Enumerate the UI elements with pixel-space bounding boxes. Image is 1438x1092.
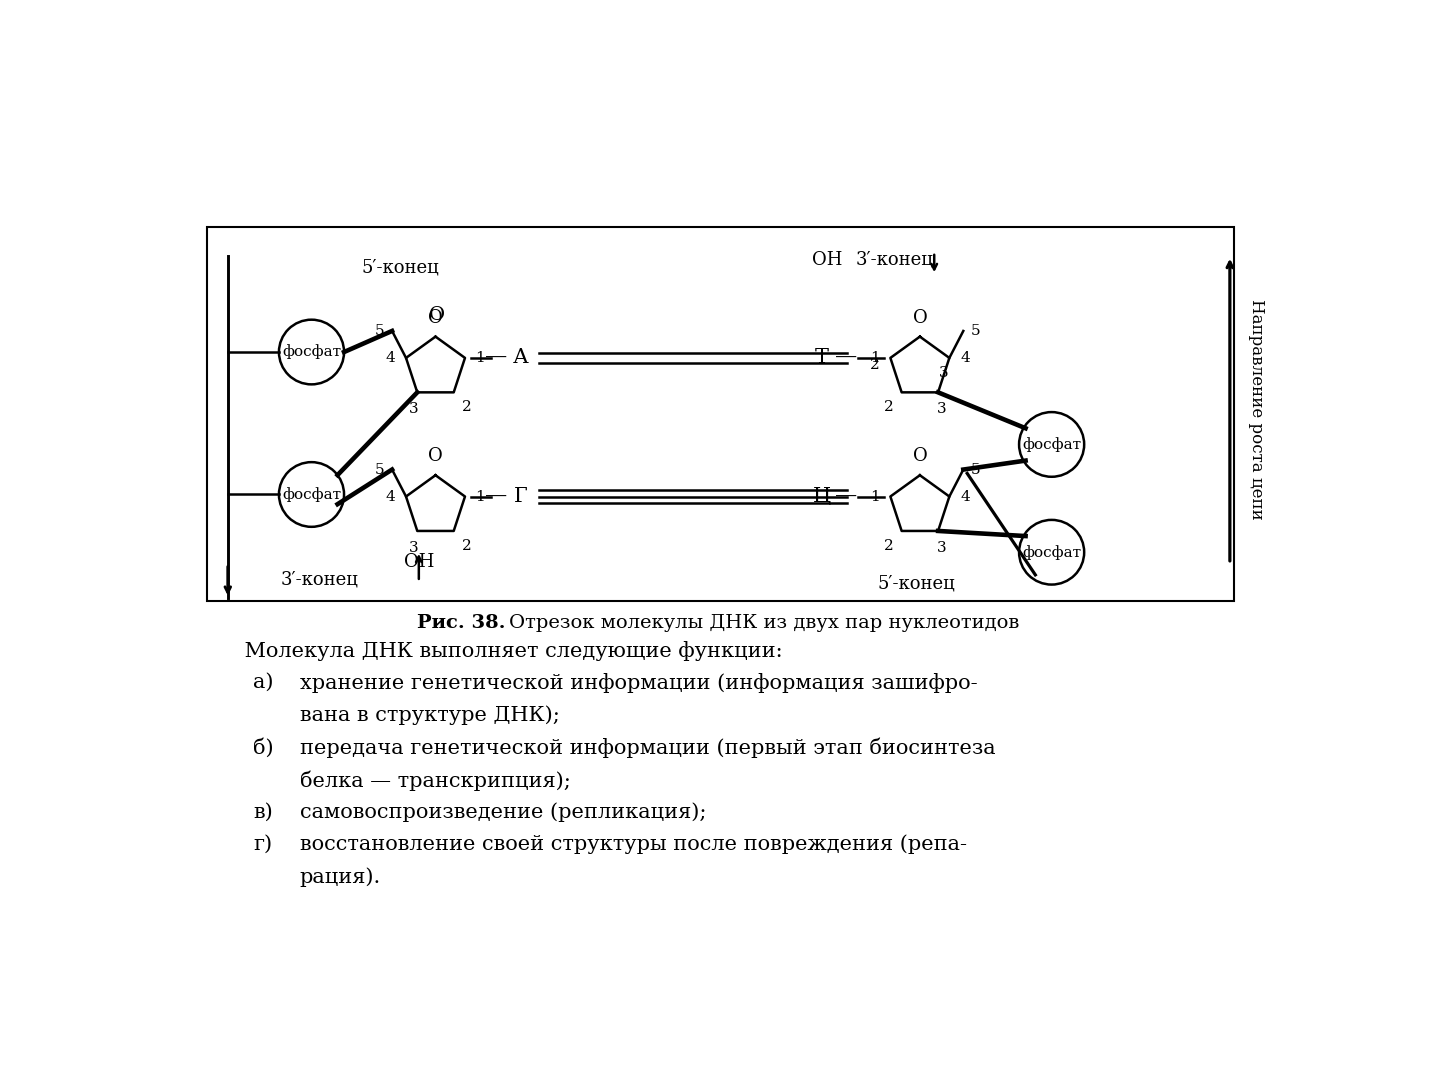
Text: 5: 5 [971, 324, 981, 337]
Text: 2: 2 [884, 538, 894, 553]
Text: г): г) [253, 834, 272, 854]
Text: а): а) [253, 673, 273, 692]
Text: рация).: рация). [301, 867, 381, 887]
Text: 3: 3 [938, 402, 946, 416]
Text: —: — [835, 347, 857, 369]
Text: ОН: ОН [811, 251, 843, 269]
Text: —: — [485, 347, 508, 369]
Text: 5: 5 [375, 324, 384, 337]
Text: фосфат: фосфат [1022, 545, 1081, 560]
Text: фосфат: фосфат [282, 345, 341, 359]
Text: 2: 2 [870, 358, 880, 372]
Text: 2: 2 [462, 538, 472, 553]
Text: 1: 1 [870, 489, 880, 503]
Text: O: O [429, 448, 443, 465]
Text: хранение генетической информации (информация зашифро-: хранение генетической информации (информ… [301, 673, 978, 693]
Text: в): в) [253, 803, 273, 821]
Text: 5: 5 [971, 463, 981, 476]
Text: А: А [513, 348, 529, 367]
Text: O: O [913, 448, 928, 465]
Text: 4: 4 [961, 351, 971, 365]
Text: б): б) [253, 738, 275, 758]
Bar [207, 227, 1234, 601]
Text: 4: 4 [385, 489, 395, 503]
Text: фосфат: фосфат [282, 487, 341, 502]
Text: 3′-конец: 3′-конец [280, 570, 358, 589]
Text: Рис. 38.: Рис. 38. [417, 614, 505, 632]
Text: 2: 2 [884, 400, 894, 414]
Text: 1: 1 [870, 351, 880, 365]
Text: восстановление своей структуры после повреждения (репа-: восстановление своей структуры после пов… [301, 834, 966, 855]
Text: вана в структуре ДНК);: вана в структуре ДНК); [301, 705, 559, 725]
Text: 3: 3 [939, 366, 948, 380]
Text: Молекула ДНК выполняет следующие функции:: Молекула ДНК выполняет следующие функции… [237, 641, 782, 661]
Text: 3′-конец: 3′-конец [856, 251, 933, 269]
Text: 1: 1 [475, 489, 485, 503]
Text: Т: Т [815, 348, 830, 367]
Text: —: — [835, 486, 857, 508]
Text: 4: 4 [961, 489, 971, 503]
Text: фосфат: фосфат [1022, 437, 1081, 452]
Text: 3: 3 [408, 402, 418, 416]
Text: передача генетической информации (первый этап биосинтеза: передача генетической информации (первый… [301, 738, 995, 758]
Text: Ц: Ц [812, 487, 831, 506]
Text: O: O [429, 307, 446, 324]
Text: 3: 3 [938, 541, 946, 555]
Text: 3: 3 [408, 541, 418, 555]
Text: ОН: ОН [404, 553, 434, 570]
Text: Направление роста цепи: Направление роста цепи [1248, 299, 1265, 520]
Text: самовоспроизведение (репликация);: самовоспроизведение (репликация); [301, 803, 706, 822]
Text: Г: Г [513, 487, 528, 506]
Text: 5′-конец: 5′-конец [877, 574, 955, 592]
Text: O: O [429, 309, 443, 327]
Text: белка — транскрипция);: белка — транскрипция); [301, 770, 571, 791]
Text: —: — [485, 486, 508, 508]
Text: 2: 2 [462, 400, 472, 414]
Text: 5′-конец: 5′-конец [362, 259, 440, 276]
Text: O: O [913, 309, 928, 327]
Text: 4: 4 [385, 351, 395, 365]
Text: Отрезок молекулы ДНК из двух пар нуклеотидов: Отрезок молекулы ДНК из двух пар нуклеот… [509, 614, 1020, 632]
Text: 5: 5 [375, 463, 384, 476]
Text: 1: 1 [475, 351, 485, 365]
